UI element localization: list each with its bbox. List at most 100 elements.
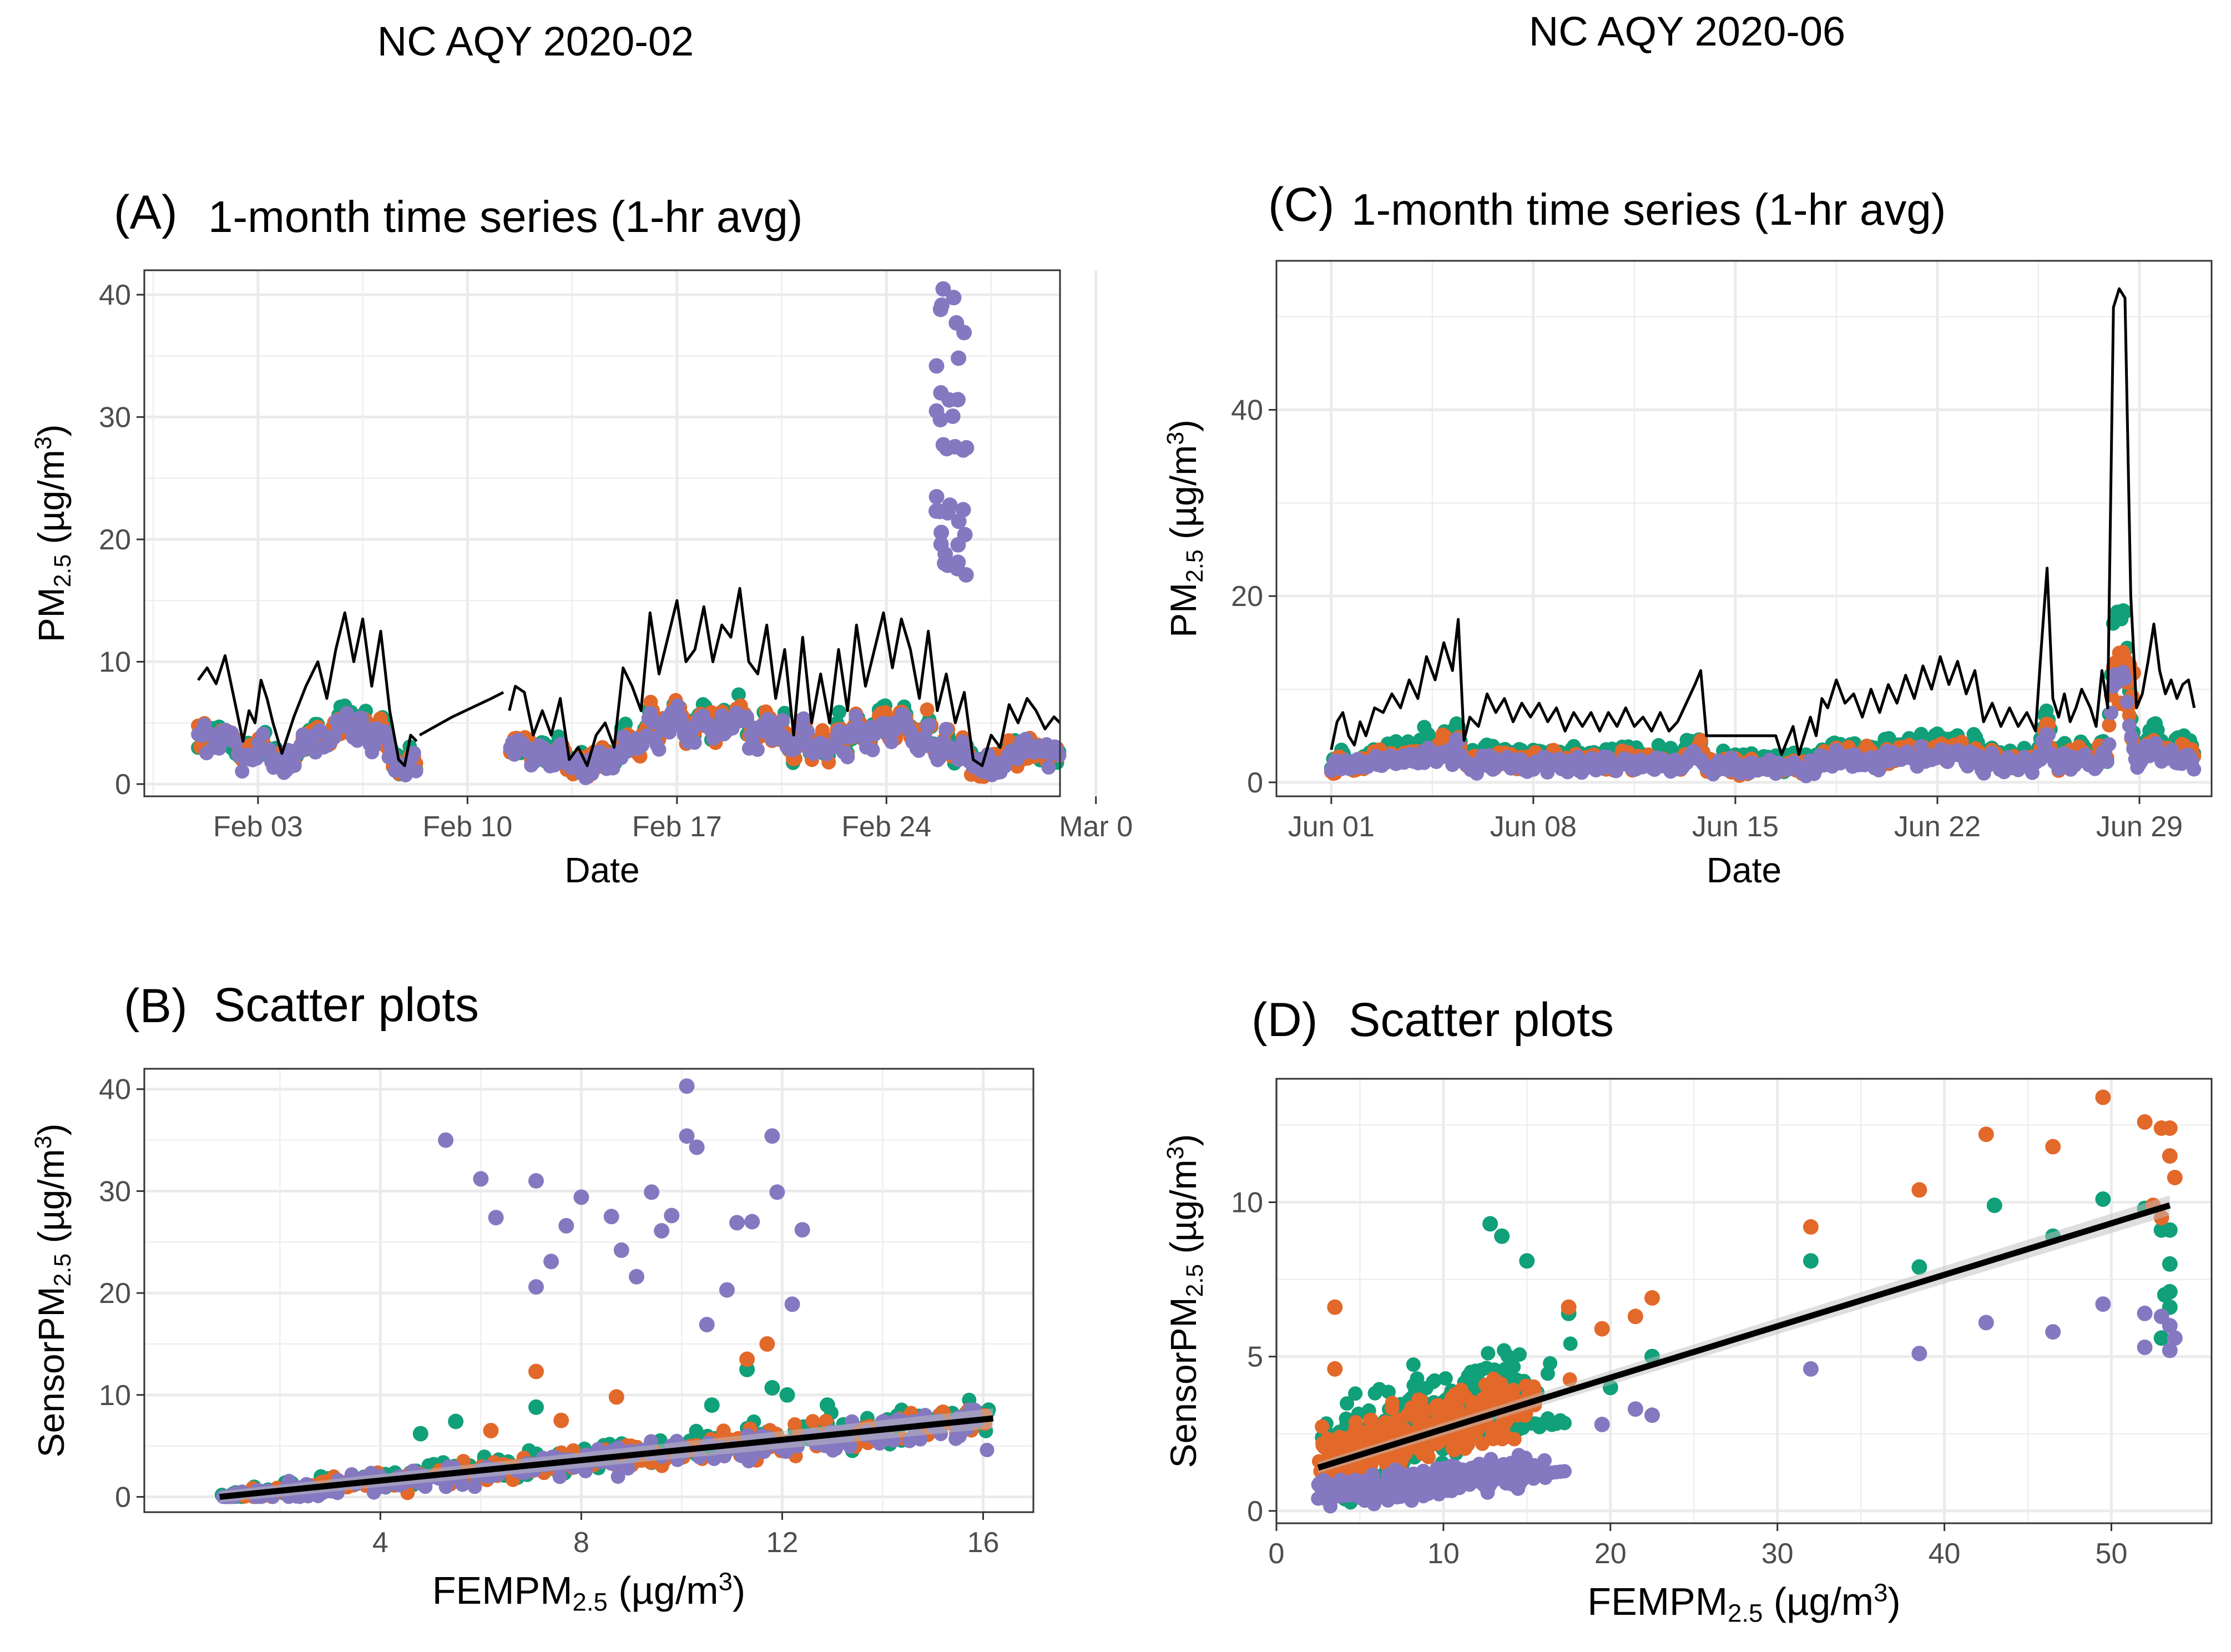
y-tick-label: 20: [99, 1277, 131, 1310]
y-tick-label: 0: [1247, 1496, 1263, 1528]
x-axis-title: Date: [1707, 850, 1781, 890]
scatter-outlier-point: [543, 1254, 559, 1270]
series-purple-points: [1324, 665, 2202, 784]
x-axis-title-main: FEMPM: [432, 1569, 573, 1612]
spike-point: [928, 403, 945, 419]
plot-border: [143, 269, 1061, 797]
y-tick-label: 20: [1231, 580, 1263, 613]
scatter-outlier-point: [744, 1214, 760, 1230]
sensor-point: [884, 735, 899, 750]
y-tick-label: 10: [99, 1380, 131, 1412]
scatter-outlier-point: [553, 1412, 569, 1428]
x-tick-label: Jun 29: [2096, 811, 2183, 843]
x-tick-label: Feb 03: [213, 811, 303, 843]
x-tick-label: 30: [1761, 1538, 1794, 1570]
scatter-outlier-point: [1978, 1315, 1994, 1331]
sensor-point: [406, 745, 421, 760]
sensor-point: [920, 702, 935, 717]
x-tick-label: Jun 22: [1894, 811, 1981, 843]
scatter-outlier-point: [1803, 1253, 1819, 1269]
sensor-point: [849, 708, 864, 723]
y-tick-label: 0: [115, 1481, 131, 1513]
x-axis-title-sub: 2.5: [1728, 1599, 1763, 1628]
x-axis-title-sub: 2.5: [573, 1588, 608, 1616]
scatter-outlier-point: [1494, 1228, 1510, 1244]
scatter-outlier-point: [689, 1139, 705, 1155]
sensor-point: [2099, 754, 2114, 769]
panel-a-title: 1-month time series (1-hr avg): [208, 192, 802, 241]
sensor-point: [840, 750, 855, 765]
scatter-point: [805, 1414, 820, 1429]
sensor-point: [256, 726, 271, 741]
scatter-outlier-point: [719, 1282, 735, 1298]
sensor-point: [2122, 718, 2137, 733]
spike-point: [948, 315, 965, 331]
gridlines: [1276, 261, 2212, 796]
scatter-point: [1475, 1436, 1490, 1451]
scatter-point: [1468, 1363, 1483, 1378]
x-tick-label: 50: [2096, 1538, 2128, 1570]
fem-line-segment: [508, 587, 1061, 767]
sensor-point: [408, 764, 423, 779]
y-axis-title: SensorPM2.5 (µg/m3): [30, 1124, 76, 1458]
scatter-outlier-point: [2167, 1170, 2183, 1185]
scatter-outlier-point: [784, 1296, 800, 1312]
sensor-points: [1324, 603, 2202, 784]
scatter-outlier-point: [528, 1173, 544, 1189]
scatter-point: [1444, 1391, 1459, 1406]
x-axis-title: Date: [564, 850, 639, 890]
spike-point: [938, 441, 955, 457]
fem-line-segment: [418, 691, 504, 736]
scatter-point: [1493, 1384, 1508, 1399]
fem-reference-line: [1330, 287, 2196, 756]
scatter-outlier-point: [739, 1351, 755, 1367]
scatter-point: [1563, 1336, 1578, 1351]
fit-regression-line: [219, 1415, 994, 1500]
fem-reference-line: [197, 587, 1061, 767]
scatter-outlier-point: [759, 1336, 775, 1352]
sensor-point: [1052, 747, 1067, 762]
scatter-point: [1408, 1409, 1423, 1424]
sensor-point: [740, 709, 754, 724]
x-tick-label: 40: [1929, 1538, 1961, 1570]
y-axis-title: SensorPM2.5 (µg/m3): [1162, 1134, 1208, 1468]
y-axis-title-sup: 3: [30, 437, 57, 450]
chart-a-time-series-feb: Feb 03 Feb 10 Feb 17 Feb 24 Mar 0 0 10 20 30 40 Da…: [30, 269, 1133, 890]
x-axis-title-sup: 3: [719, 1568, 733, 1596]
scatter-outlier-point: [2095, 1296, 2111, 1312]
gridlines: [1275, 1079, 2212, 1523]
scatter-point: [1506, 1382, 1521, 1397]
scatter-outlier-point: [1594, 1321, 1610, 1337]
sensor-point: [763, 713, 778, 728]
sensor-point: [2102, 737, 2117, 752]
panel-d-label: (D): [1251, 993, 1318, 1047]
x-tick-label: 20: [1594, 1538, 1627, 1570]
scatter-outlier-point: [1482, 1216, 1498, 1232]
scatter-outlier-point: [448, 1413, 464, 1429]
y-axis-title: PM2.5 (µg/m3): [1162, 420, 1208, 638]
sensor-point: [1451, 734, 1466, 749]
scatter-point: [1320, 1431, 1335, 1446]
spike-point: [951, 513, 967, 529]
scatter-point: [366, 1485, 381, 1500]
scatter-outlier-point: [2137, 1114, 2153, 1130]
spike-point: [950, 537, 966, 553]
sensor-point: [1871, 762, 1886, 777]
y-axis-title-main: SensorPM: [31, 1286, 72, 1457]
y-tick-label: 40: [1231, 395, 1263, 427]
scatter-point: [1340, 1396, 1354, 1411]
scatter-outlier-point: [704, 1397, 720, 1413]
scatter-outlier-point: [2137, 1305, 2153, 1321]
spike-point: [937, 546, 953, 562]
scatter-outlier-point: [1803, 1219, 1819, 1235]
sensor-point: [652, 742, 667, 757]
x-axis-title-sup: 3: [1874, 1579, 1887, 1607]
panel-b-label: (B): [124, 979, 188, 1033]
scatter-outlier-point: [679, 1128, 695, 1144]
y-tick-label: 5: [1247, 1341, 1263, 1373]
scatter-outlier-point: [473, 1171, 489, 1187]
spike-point: [928, 489, 945, 505]
y-axis-title-sup: 3: [1162, 1146, 1189, 1160]
